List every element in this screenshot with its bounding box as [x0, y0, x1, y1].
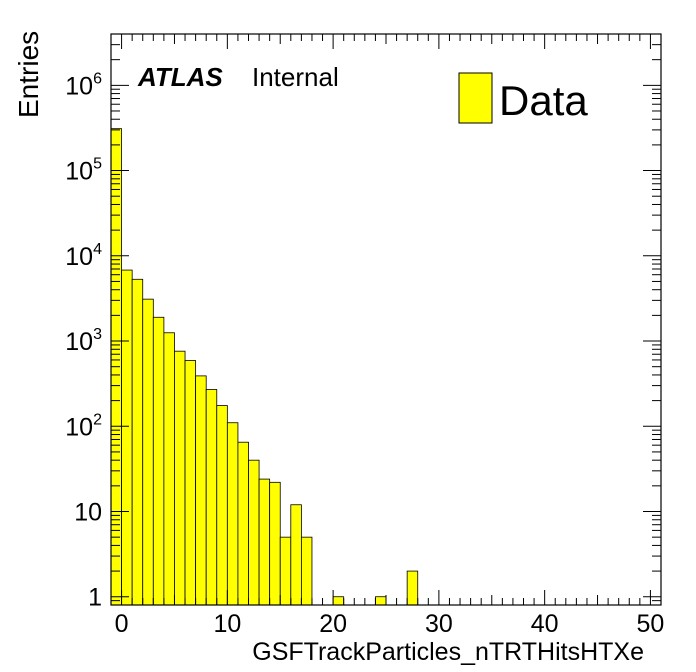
x-tick-label: 0: [115, 610, 129, 638]
x-tick-label: 50: [637, 610, 665, 638]
histogram-bar: [174, 350, 186, 606]
histogram-bar: [258, 478, 271, 606]
histogram-bar: [216, 405, 228, 606]
histogram-bar: [406, 570, 419, 606]
y-tick-exponent: 3: [93, 326, 102, 343]
x-tick-label: 10: [213, 610, 241, 638]
plot-frame: [110, 33, 662, 606]
y-tick-labels: 1 10 102 103 104 105 106: [65, 70, 102, 611]
y-axis-label: Entries: [13, 31, 44, 118]
y-tick-exponent: 4: [93, 241, 102, 258]
atlas-label: ATLAS: [137, 62, 223, 92]
histogram-bar: [152, 316, 165, 606]
x-tick-label: 30: [425, 610, 453, 638]
y-tick-exponent: 2: [93, 411, 102, 428]
x-tick-label: 20: [319, 610, 347, 638]
histogram-bar: [205, 389, 218, 606]
y-tick-label: 10: [74, 499, 102, 527]
x-tick-label: 40: [531, 610, 559, 638]
histogram-bar: [195, 375, 207, 606]
histogram-bar: [226, 422, 239, 606]
legend-swatch: [458, 72, 493, 124]
y-tick-label: 104: [65, 241, 102, 271]
y-tick-label: 102: [65, 411, 102, 441]
histogram-bar: [269, 481, 281, 606]
y-tick-label: 1: [88, 584, 102, 612]
legend-label: Data: [499, 77, 588, 124]
histogram-bar: [142, 298, 154, 606]
y-tick-exponent: 6: [93, 70, 102, 87]
histogram-bar: [163, 332, 175, 606]
y-tick-exponent: 5: [93, 156, 102, 173]
y-tick-label: 103: [65, 326, 102, 356]
histogram-bar: [290, 504, 302, 606]
x-axis-label: GSFTrackParticles_nTRTHitsHTXe: [252, 638, 644, 666]
histogram-bar: [332, 596, 345, 606]
histogram-bar: [248, 459, 260, 606]
y-tick-label: 105: [65, 156, 102, 186]
histogram-bar: [121, 269, 133, 606]
axis-ticks: [110, 33, 662, 606]
internal-label: Internal: [252, 62, 339, 92]
histogram-bar: [279, 536, 292, 606]
histogram-bar: [375, 596, 387, 606]
x-tick-labels: 0 10 20 30 40 50: [115, 610, 665, 638]
histogram-bar: [131, 278, 144, 606]
histogram-bar: [184, 360, 197, 606]
histogram-bar: [300, 536, 313, 606]
histogram-bars: [110, 128, 419, 606]
y-tick-label: 106: [65, 70, 102, 100]
histogram-bar: [237, 441, 249, 606]
